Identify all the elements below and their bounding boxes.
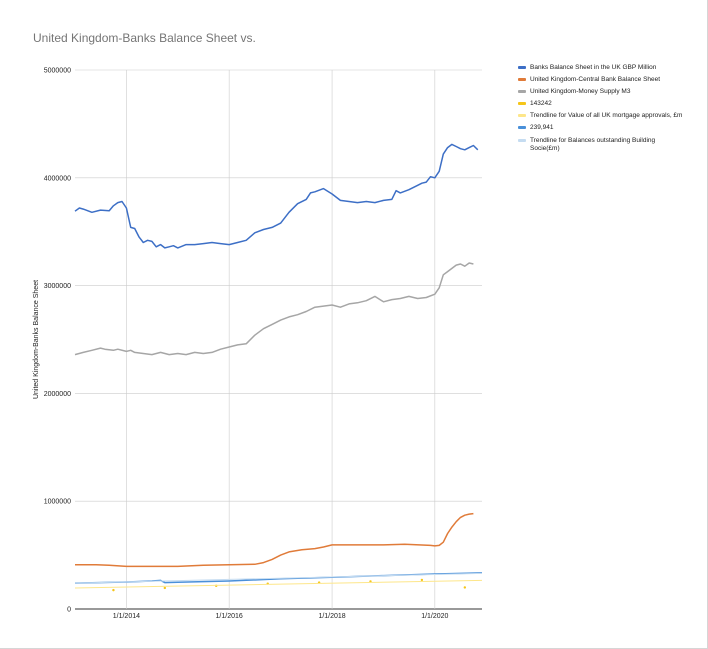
- series-line-0: [74, 143, 479, 249]
- legend-swatch: [518, 139, 526, 142]
- x-tick-label: 1/1/2016: [216, 613, 243, 620]
- y-tick-label: 3000000: [44, 283, 71, 290]
- legend-label: Banks Balance Sheet in the UK GBP Millio…: [530, 64, 657, 71]
- legend-label: Trendline for Value of all UK mortgage a…: [530, 112, 682, 119]
- legend-swatch: [518, 114, 526, 117]
- legend-label: Trendline for Balances outstanding Build…: [530, 137, 656, 152]
- series-line-1: [75, 512, 474, 568]
- y-tick-label: 2000000: [44, 391, 71, 398]
- legend-label: United Kingdom-Money Supply M3: [530, 88, 631, 95]
- data-point: [112, 588, 115, 592]
- data-point: [420, 578, 424, 582]
- legend-label: United Kingdom-Central Bank Balance Shee…: [530, 76, 660, 83]
- data-point: [163, 586, 167, 590]
- series-line-6: [74, 572, 483, 584]
- y-tick-label: 0: [67, 607, 71, 614]
- legend-swatch: [518, 78, 526, 81]
- legend-label: 143242: [530, 100, 552, 107]
- legend-swatch: [518, 66, 526, 69]
- legend: Banks Balance Sheet in the UK GBP Millio…: [518, 64, 682, 152]
- legend-label: 239,941: [530, 124, 554, 131]
- y-tick-label: 4000000: [44, 175, 71, 182]
- legend-swatch: [518, 102, 526, 105]
- series-line-4: [74, 579, 483, 589]
- gridlines: [75, 69, 482, 610]
- y-tick-label: 5000000: [44, 68, 71, 75]
- x-axis: 1/1/2014 1/1/2016 1/1/2018 1/1/2020: [113, 613, 449, 620]
- y-axis-title: United Kingdom-Banks Balance Sheet: [33, 280, 40, 399]
- x-tick-label: 1/1/2014: [113, 613, 140, 620]
- series-line-2: [74, 262, 474, 356]
- x-tick-label: 1/1/2018: [318, 613, 345, 620]
- legend-swatch: [518, 126, 526, 129]
- x-tick-label: 1/1/2020: [421, 613, 448, 620]
- chart-title: United Kingdom-Banks Balance Sheet vs.: [33, 31, 256, 45]
- plot-area: [74, 143, 483, 592]
- legend-swatch: [518, 90, 526, 93]
- data-point: [463, 586, 467, 589]
- y-axis: 0 1000000 2000000 3000000 4000000 5000000: [44, 68, 71, 614]
- y-tick-label: 1000000: [44, 499, 71, 506]
